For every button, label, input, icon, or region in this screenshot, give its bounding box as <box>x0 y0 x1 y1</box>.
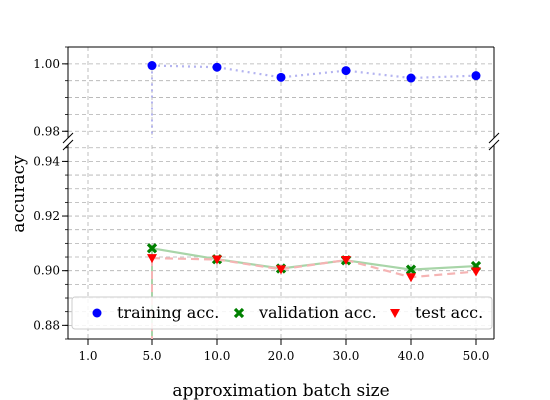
x-tick-label: 30.0 <box>333 349 360 363</box>
y-tick-label: 0.92 <box>33 209 60 223</box>
x-axis-label: approximation batch size <box>172 381 389 400</box>
upper-panel: 0.98 1.00 <box>33 46 495 138</box>
x-tick-label: 5.0 <box>142 349 161 363</box>
data-point <box>147 61 157 71</box>
data-point <box>212 62 222 72</box>
data-point <box>276 72 286 82</box>
axis-break-mark <box>488 139 500 151</box>
legend-marker <box>92 308 102 318</box>
legend-label: test acc. <box>415 303 483 322</box>
x-tick-label: 50.0 <box>463 349 490 363</box>
series-line <box>151 257 477 279</box>
axis-break-mark <box>62 139 74 151</box>
data-point <box>471 71 481 81</box>
data-point <box>147 254 157 264</box>
data-point <box>341 256 351 266</box>
chart-overlay <box>62 132 500 151</box>
y-axis-label: accuracy <box>9 155 29 233</box>
lower-panel: 0.88 0.90 0.92 0.94 1.0 5.0 10.0 20.0 30.0 40.0 50… <box>33 145 495 363</box>
data-point <box>406 273 416 283</box>
y-tick-label: 0.98 <box>33 124 60 138</box>
x-tick-label: 10.0 <box>204 349 231 363</box>
data-point <box>406 73 416 83</box>
legend-label: validation acc. <box>258 303 377 322</box>
legend-marker <box>390 309 400 318</box>
series-training-acc <box>147 61 481 138</box>
series-line <box>151 64 477 80</box>
legend: training acc. validation acc. test acc. <box>71 296 493 330</box>
y-tick-label: 0.94 <box>33 154 60 168</box>
x-tick-label: 40.0 <box>398 349 425 363</box>
series-line <box>151 247 477 271</box>
x-tick-label: 20.0 <box>268 349 295 363</box>
data-point <box>405 264 417 275</box>
x-tick-label: 1.0 <box>78 349 97 363</box>
axis-break-mark <box>62 132 74 144</box>
y-tick-label: 1.00 <box>33 57 60 71</box>
data-point <box>276 265 286 275</box>
data-point <box>212 255 222 265</box>
y-tick-label: 0.90 <box>33 264 60 278</box>
legend-marker <box>233 307 245 319</box>
y-tick-label: 0.88 <box>33 318 60 332</box>
series-test-acc <box>147 254 481 339</box>
data-point <box>471 267 481 277</box>
legend-box <box>71 296 493 330</box>
data-point <box>146 243 158 254</box>
axis-break-mark <box>488 132 500 144</box>
data-point <box>341 66 351 76</box>
legend-label: training acc. <box>117 303 219 322</box>
